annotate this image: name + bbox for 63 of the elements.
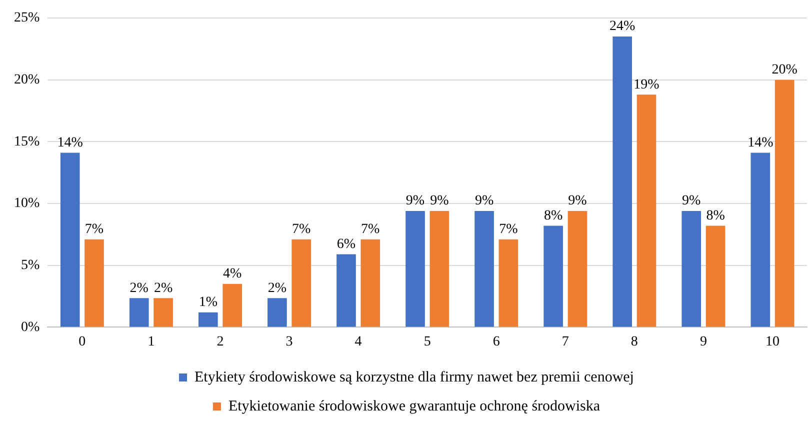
data-label: 8% [544, 208, 563, 224]
data-label: 4% [222, 266, 242, 282]
bar [750, 152, 770, 327]
bar [544, 226, 563, 327]
data-label: 2% [154, 280, 173, 296]
data-label: 6% [336, 236, 356, 252]
data-label: 2% [268, 280, 287, 296]
x-tick-label: 8 [630, 334, 638, 350]
bar [129, 298, 149, 327]
y-tick-label: 0% [20, 320, 40, 335]
bar [268, 298, 287, 327]
data-label: 9% [568, 194, 588, 209]
bar [84, 239, 104, 327]
bar [406, 210, 425, 327]
y-tick-label: 15% [14, 134, 40, 150]
bar [498, 239, 518, 327]
data-label: 24% [610, 19, 636, 34]
data-label: 7% [499, 222, 518, 238]
x-tick-label: 10 [765, 334, 780, 350]
data-label: 1% [198, 295, 218, 310]
y-tick-label: 20% [14, 72, 40, 88]
data-label: 7% [292, 222, 312, 238]
bar [336, 254, 356, 327]
legend-label: Etykiety środowiskowe są korzystne dla firmy nawet bez premii cenowej [194, 369, 634, 386]
x-tick-label: 1 [148, 334, 155, 350]
x-tick-label: 9 [700, 334, 707, 350]
data-label: 9% [430, 194, 450, 209]
data-label: 14% [748, 135, 774, 150]
bar [60, 152, 80, 327]
x-tick-label: 4 [354, 334, 362, 350]
data-label: 9% [406, 194, 425, 209]
x-tick-label: 0 [78, 334, 86, 350]
y-tick-label: 25% [14, 10, 40, 26]
data-label: 20% [772, 62, 798, 78]
x-tick-label: 2 [216, 334, 224, 350]
data-label: 7% [84, 222, 104, 238]
bar [292, 239, 312, 327]
x-tick-label: 6 [492, 334, 500, 350]
bar [198, 312, 218, 327]
bar [636, 94, 656, 327]
data-label: 2% [130, 280, 149, 296]
x-tick-label: 5 [424, 334, 431, 350]
bar [682, 210, 702, 327]
x-tick-label: 7 [562, 334, 569, 350]
bar [612, 36, 632, 327]
data-label: 8% [706, 208, 726, 224]
bar [774, 80, 794, 327]
bar [706, 226, 726, 327]
y-tick-label: 10% [14, 196, 40, 212]
bar [568, 210, 588, 327]
bar [222, 284, 242, 327]
y-tick-label: 5% [20, 258, 40, 274]
bar [360, 239, 380, 327]
data-label: 7% [361, 222, 380, 238]
legend-label: Etykietowanie środowiskowe gwarantuje ochronę środowiska [228, 398, 600, 414]
bar [154, 298, 173, 327]
bar [474, 210, 494, 327]
data-label: 14% [57, 135, 84, 150]
data-label: 19% [634, 77, 660, 92]
data-label: 9% [474, 194, 494, 209]
x-tick-label: 3 [286, 334, 293, 350]
data-label: 9% [682, 194, 702, 209]
bar [430, 210, 450, 327]
